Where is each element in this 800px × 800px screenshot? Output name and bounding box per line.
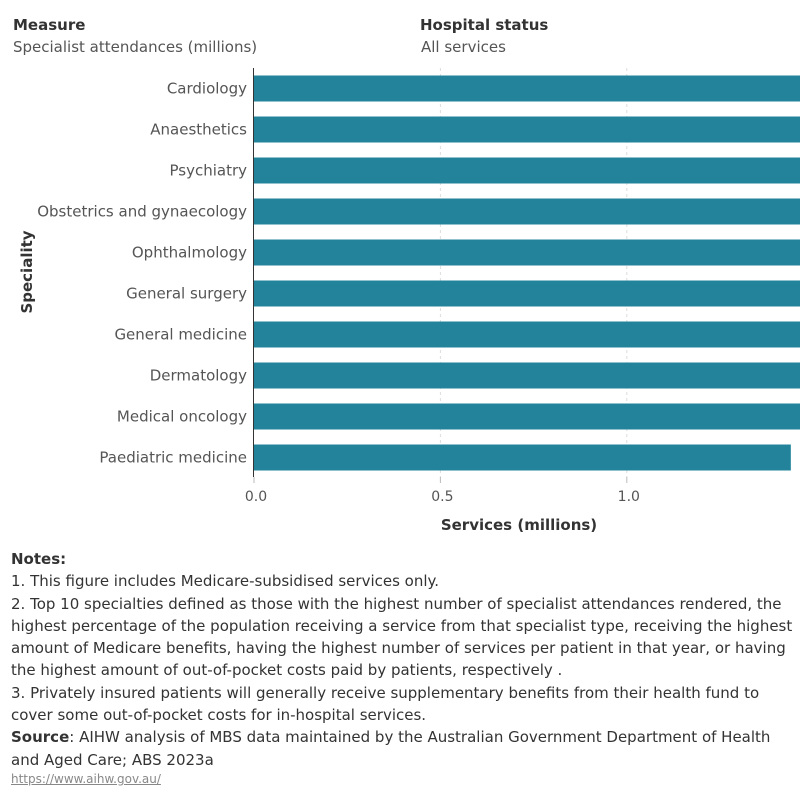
x-tick-label: 1.0 xyxy=(618,489,640,505)
category-label: Ophthalmology xyxy=(132,244,247,262)
category-label: Obstetrics and gynaecology xyxy=(37,203,247,221)
bar-paediatric-medicine[interactable] xyxy=(254,444,791,471)
bar-anaesthetics[interactable] xyxy=(254,116,800,143)
bar-general-medicine[interactable] xyxy=(254,321,800,348)
notes-section: Notes: 1. This figure includes Medicare-… xyxy=(11,548,796,787)
category-label: Psychiatry xyxy=(169,162,247,180)
x-axis-title: Services (millions) xyxy=(441,516,597,534)
measure-value[interactable]: Specialist attendances (millions) xyxy=(13,38,258,56)
source-note: Source: AIHW analysis of MBS data mainta… xyxy=(11,726,796,771)
hospital-status-value[interactable]: All services xyxy=(421,38,506,56)
category-label: Dermatology xyxy=(150,367,247,385)
note-1: 1. This figure includes Medicare-subsidi… xyxy=(11,572,440,591)
source-label: Source xyxy=(11,728,70,747)
x-tick-labels: 0.00.51.01.52.02.5 xyxy=(245,477,640,505)
measure-label: Measure xyxy=(13,16,86,34)
x-tick-label: 0.5 xyxy=(431,489,453,505)
y-axis-title: Speciality xyxy=(18,230,36,313)
aihw-link[interactable]: https://www.aihw.gov.au/ xyxy=(11,771,161,786)
category-label: Medical oncology xyxy=(117,408,247,426)
bar-psychiatry[interactable] xyxy=(254,157,800,184)
category-label: Anaesthetics xyxy=(150,121,247,139)
bar-general-surgery[interactable] xyxy=(254,280,800,307)
category-label: General surgery xyxy=(126,285,247,303)
bars xyxy=(254,75,800,471)
category-label: Cardiology xyxy=(167,80,247,98)
notes-heading: Notes: xyxy=(11,550,67,568)
category-label: Paediatric medicine xyxy=(99,449,247,467)
x-tick-label: 0.0 xyxy=(245,489,267,505)
note-3: 3. Privately insured patients will gener… xyxy=(11,683,760,725)
bar-dermatology[interactable] xyxy=(254,362,800,389)
category-labels: Cardiology Anaesthetics Psychiatry Obstetri… xyxy=(37,80,247,467)
category-label: General medicine xyxy=(114,326,247,344)
bar-ophthalmology[interactable] xyxy=(254,239,800,266)
hospital-status-label: Hospital status xyxy=(420,16,549,34)
source-text: : AIHW analysis of MBS data maintained b… xyxy=(11,728,771,769)
bar-cardiology[interactable] xyxy=(254,75,800,102)
note-2: 2. Top 10 specialties defined as those w… xyxy=(11,594,793,680)
bar-medical-oncology[interactable] xyxy=(254,403,800,430)
bar-obstetrics-and-gynaecology[interactable] xyxy=(254,198,800,225)
bar-chart: Cardiology Anaesthetics Psychiatry Obstetri… xyxy=(18,68,800,534)
